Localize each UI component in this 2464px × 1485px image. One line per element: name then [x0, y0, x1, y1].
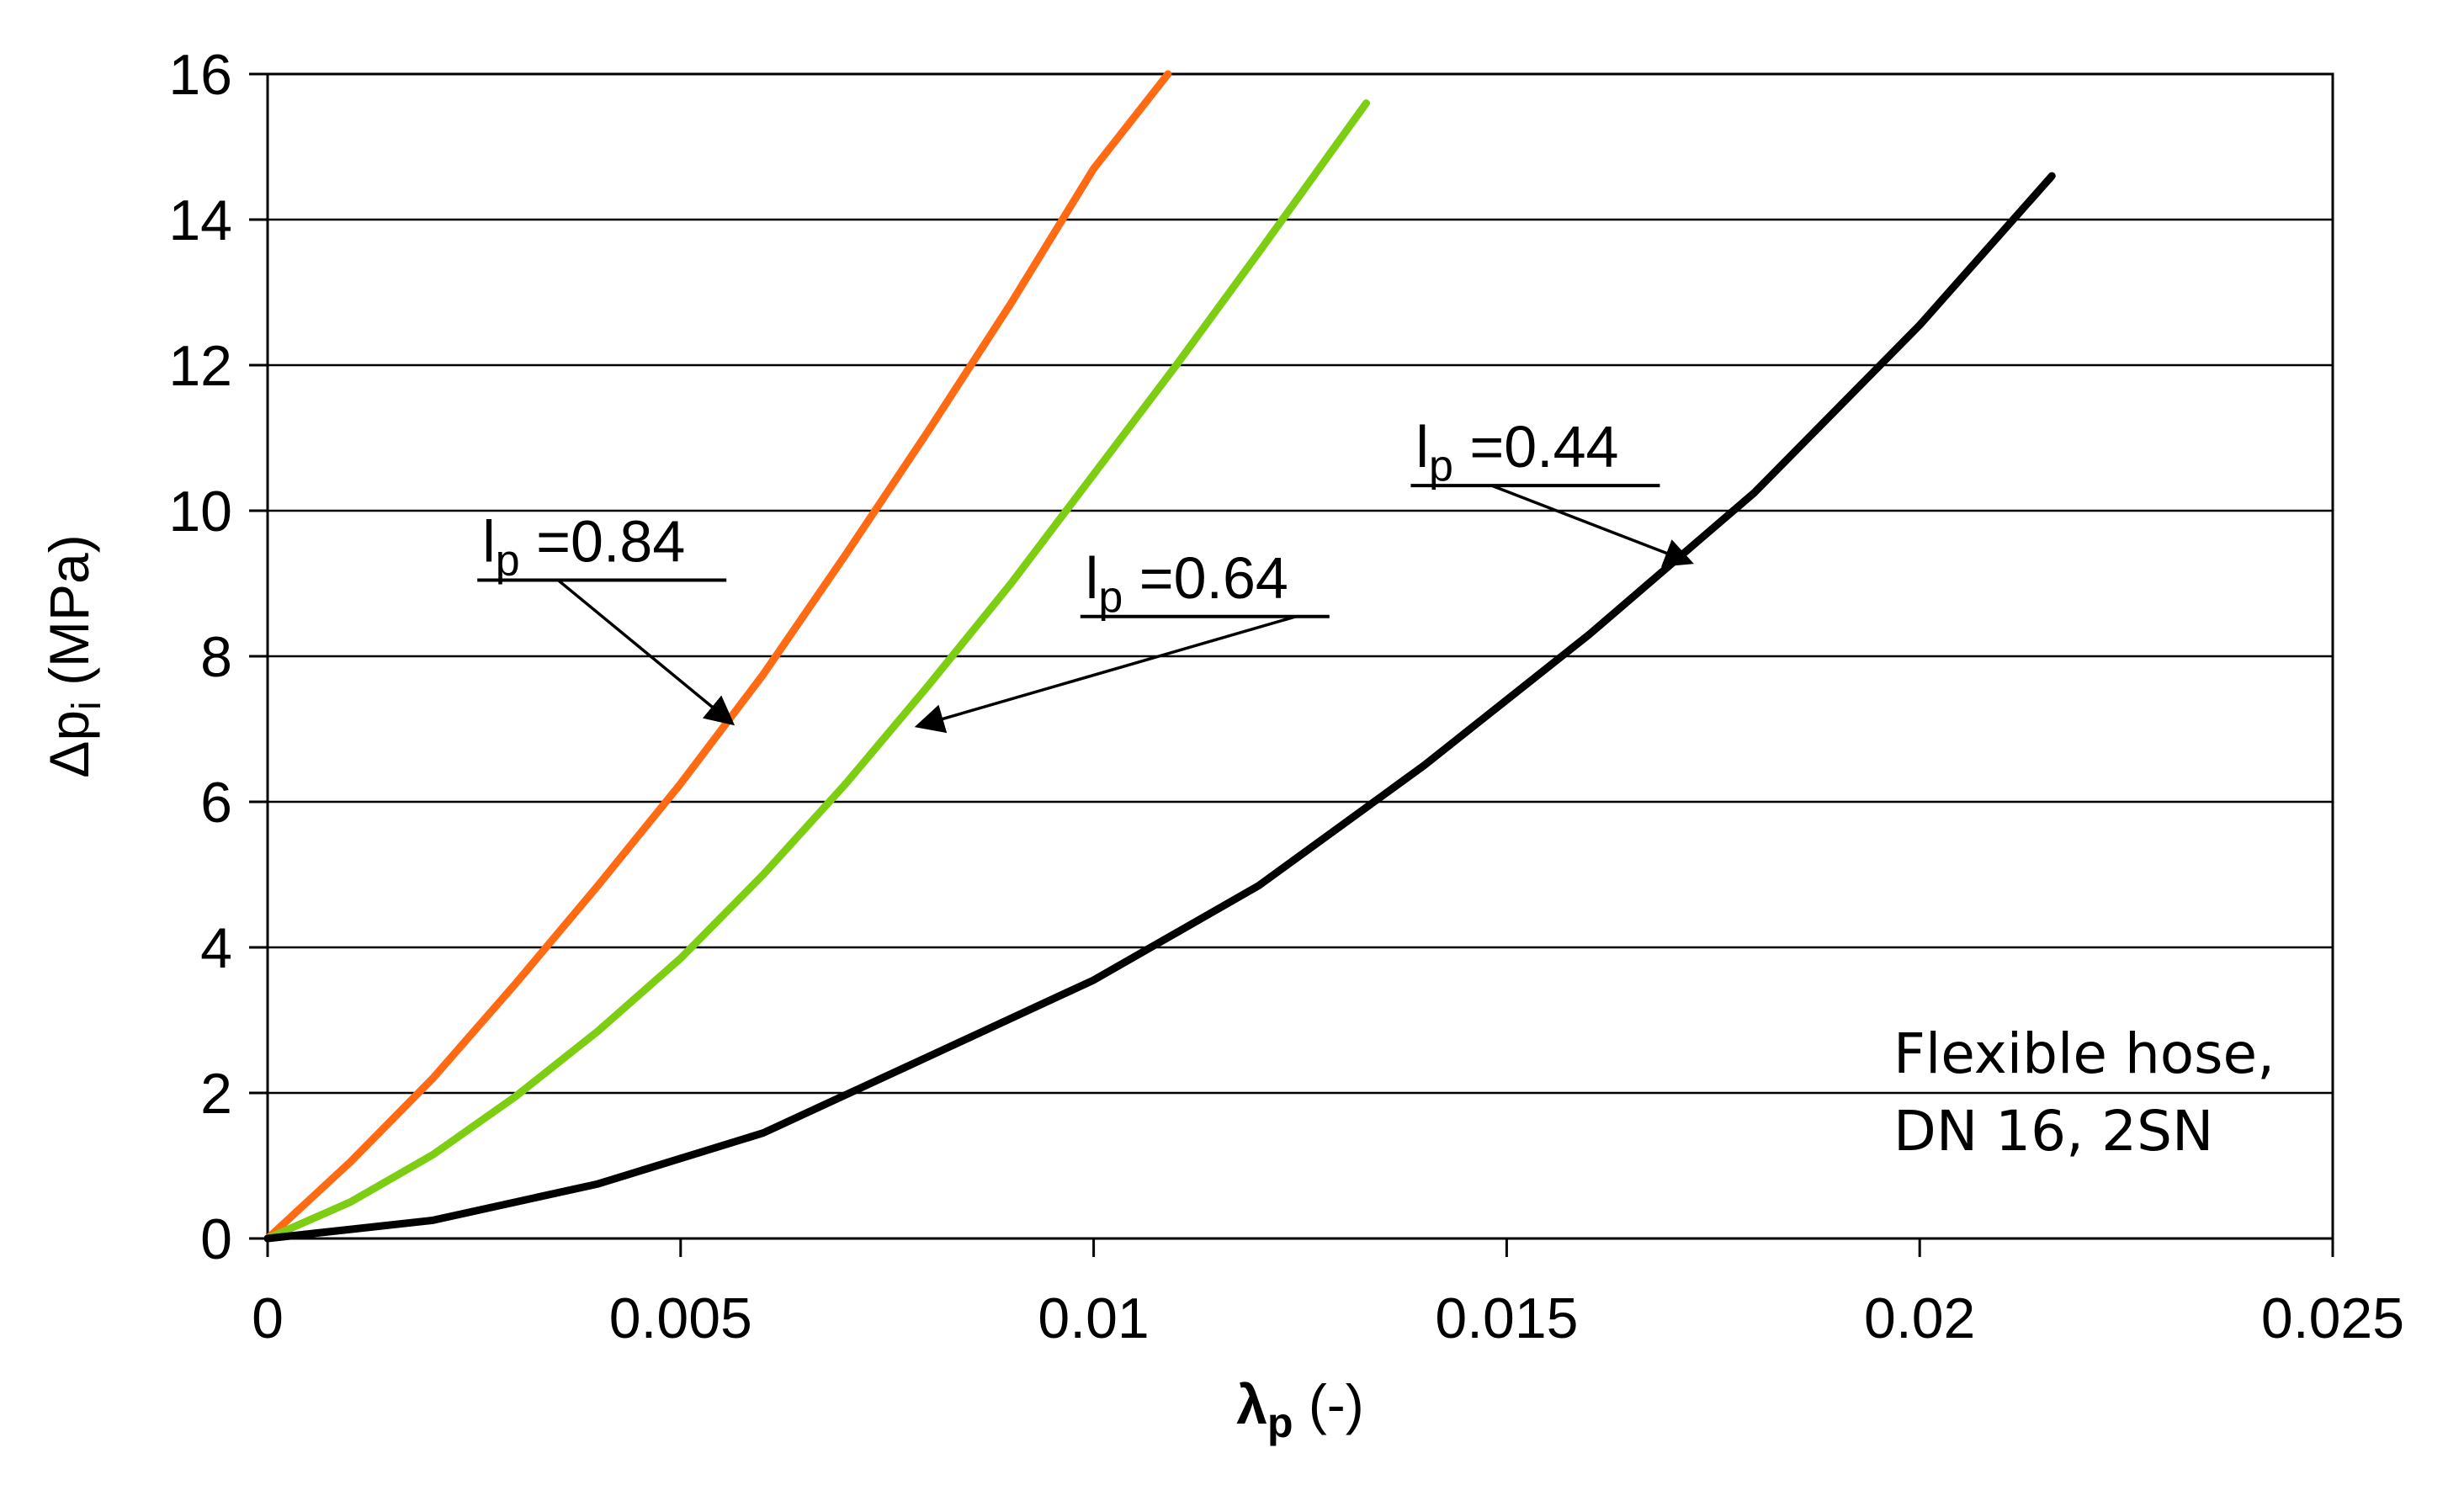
x-axis-suffix: (-) [1293, 1373, 1363, 1435]
annotation-arrow [557, 579, 735, 726]
y-axis-suffix: (MPa) [38, 534, 100, 701]
note-line: DN 16, 2SN [1893, 1099, 2213, 1164]
y-tick-label: 4 [200, 916, 232, 980]
y-tick-label: 0 [200, 1207, 232, 1271]
x-tick-label: 0.025 [2261, 1286, 2404, 1350]
series-lines [263, 70, 2056, 1243]
annotation-label: lp =0.64 [1086, 545, 1288, 622]
annotation-arrow [1490, 484, 1694, 567]
x-axis-label: λp (-) [1236, 1373, 1364, 1446]
x-axis-subscript: p [1267, 1399, 1293, 1446]
note-line: Flexible hose, [1893, 1021, 2275, 1086]
x-tick-label: 0.005 [609, 1286, 752, 1350]
x-tick-label: 0.015 [1435, 1286, 1578, 1350]
annotation-symbol: l [1415, 414, 1429, 480]
y-axis-subscript: i [65, 701, 109, 710]
annotation-value: =0.84 [520, 509, 686, 575]
y-tick-label: 16 [168, 43, 232, 107]
annotation-arrow [914, 615, 1297, 734]
annotation-1: lp =0.84 [477, 509, 735, 726]
y-tick-label: 2 [200, 1062, 232, 1126]
series-line-lp-0-44 [263, 172, 2056, 1243]
grid-lines [268, 218, 2333, 1095]
annotation-subscript: p [496, 537, 520, 586]
x-tick-label: 0.01 [1038, 1286, 1149, 1350]
annotation-2: lp =0.64 [914, 545, 1330, 734]
y-tick-label: 10 [168, 480, 232, 544]
annotation-symbol: l [1086, 545, 1099, 611]
annotation-value: =0.44 [1453, 414, 1619, 480]
y-tick-label: 8 [200, 625, 232, 689]
y-axis-symbol: Δp [38, 710, 100, 778]
annotation-subscript: p [1098, 573, 1123, 622]
y-tick-label: 6 [200, 771, 232, 835]
annotation-3: lp =0.44 [1410, 414, 1694, 567]
x-tick-label: 0 [252, 1286, 284, 1350]
series-line-lp-0-64 [263, 99, 1370, 1243]
y-tick-label: 12 [168, 334, 232, 398]
x-axis-symbol: λ [1236, 1373, 1267, 1435]
annotation-value: =0.64 [1123, 545, 1288, 611]
series-line-lp-0-84 [263, 70, 1172, 1243]
y-axis-label: Δpi (MPa) [38, 534, 109, 777]
annotation-label: lp =0.44 [1415, 414, 1618, 491]
annotation-subscript: p [1429, 442, 1453, 491]
annotation-label: lp =0.84 [482, 509, 685, 586]
y-tick-label: 14 [168, 188, 232, 252]
annotation-symbol: l [482, 509, 496, 575]
axes: 0 2 4 6 8 10 12 14 16 0 0.005 0.01 0.015 0.02 0.025 [168, 43, 2404, 1350]
x-tick-label: 0.02 [1864, 1286, 1975, 1350]
